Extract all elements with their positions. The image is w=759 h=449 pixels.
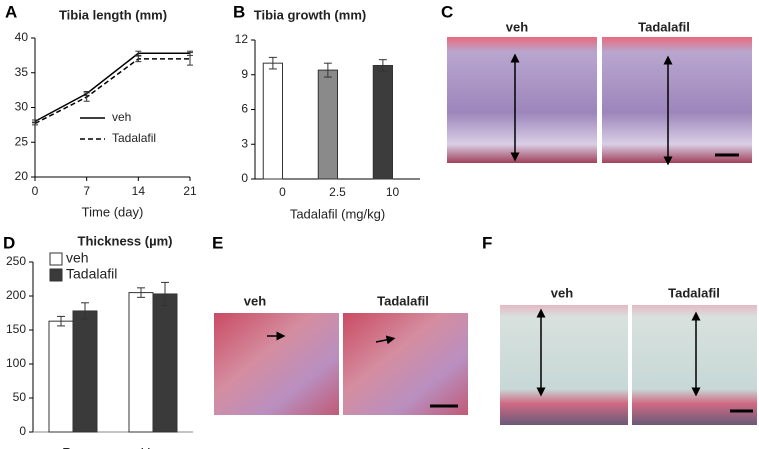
legend-swatch — [49, 268, 63, 282]
arrow — [375, 335, 396, 345]
panel-label: C — [441, 2, 453, 21]
x-axis-label: Tadalafil (mg/kg) — [290, 206, 385, 221]
micrograph — [214, 313, 339, 415]
image-label: veh — [244, 293, 266, 308]
image-label: Tadalafil — [668, 285, 720, 300]
panel-label: D — [3, 233, 15, 252]
panel-label: E — [212, 233, 223, 252]
micrograph — [500, 305, 628, 425]
y-tick-label: 6 — [241, 102, 248, 116]
x-tick-label: 2.5 — [329, 185, 346, 199]
x-tick-label: 0 — [32, 184, 39, 198]
legend-label: Tadalafil — [112, 131, 156, 145]
x-tick-label: 14 — [132, 184, 146, 198]
y-tick-label: 25 — [15, 134, 29, 148]
y-tick-label: 0 — [19, 424, 26, 438]
x-axis-label: Time (day) — [82, 204, 144, 219]
legend-label: veh — [66, 250, 89, 266]
y-tick-label: 35 — [15, 65, 29, 79]
chart-title: Tibia length (mm) — [59, 7, 167, 22]
chart-title: Thickness (µm) — [78, 233, 173, 248]
bar — [317, 69, 338, 180]
y-tick-label: 40 — [15, 30, 29, 44]
micrograph — [447, 37, 597, 163]
series-line — [34, 58, 190, 125]
y-tick-label: 150 — [6, 322, 26, 336]
y-tick-label: 12 — [235, 32, 249, 46]
y-tick-label: 20 — [15, 169, 29, 183]
bar — [262, 62, 283, 180]
legend-label: veh — [112, 110, 131, 124]
y-tick-label: 50 — [13, 390, 27, 404]
micrograph — [343, 313, 468, 415]
legend-swatch — [49, 252, 63, 266]
y-tick-label: 3 — [241, 136, 248, 150]
panel-label: A — [5, 2, 17, 21]
x-tick-label: 21 — [183, 184, 197, 198]
panel-label: F — [482, 233, 492, 252]
y-tick-label: 9 — [241, 67, 248, 81]
image-label: Tadalafil — [377, 293, 429, 308]
bar — [48, 320, 74, 433]
micrograph — [632, 305, 757, 425]
bar — [152, 293, 178, 433]
x-tick-label: 7 — [83, 184, 90, 198]
image-label: veh — [506, 19, 528, 34]
image-label: veh — [551, 285, 573, 300]
chart-title: Tibia growth (mm) — [254, 7, 366, 22]
bar — [72, 310, 98, 433]
image-label: Tadalafil — [638, 19, 690, 34]
x-tick-label: 0 — [279, 185, 286, 199]
y-tick-label: 0 — [241, 171, 248, 185]
x-tick-label: Pro — [62, 445, 84, 449]
y-tick-label: 30 — [15, 100, 29, 114]
x-tick-label: Hyp — [141, 445, 166, 449]
panel-label: B — [233, 2, 245, 21]
y-tick-label: 200 — [6, 288, 26, 302]
x-tick-label: 10 — [386, 185, 400, 199]
y-tick-label: 250 — [6, 254, 26, 268]
micrograph — [602, 37, 752, 163]
y-tick-label: 100 — [6, 356, 26, 370]
series-line — [34, 52, 190, 123]
bar — [372, 64, 393, 180]
legend-label: Tadalafil — [66, 266, 117, 282]
bar — [128, 292, 154, 433]
